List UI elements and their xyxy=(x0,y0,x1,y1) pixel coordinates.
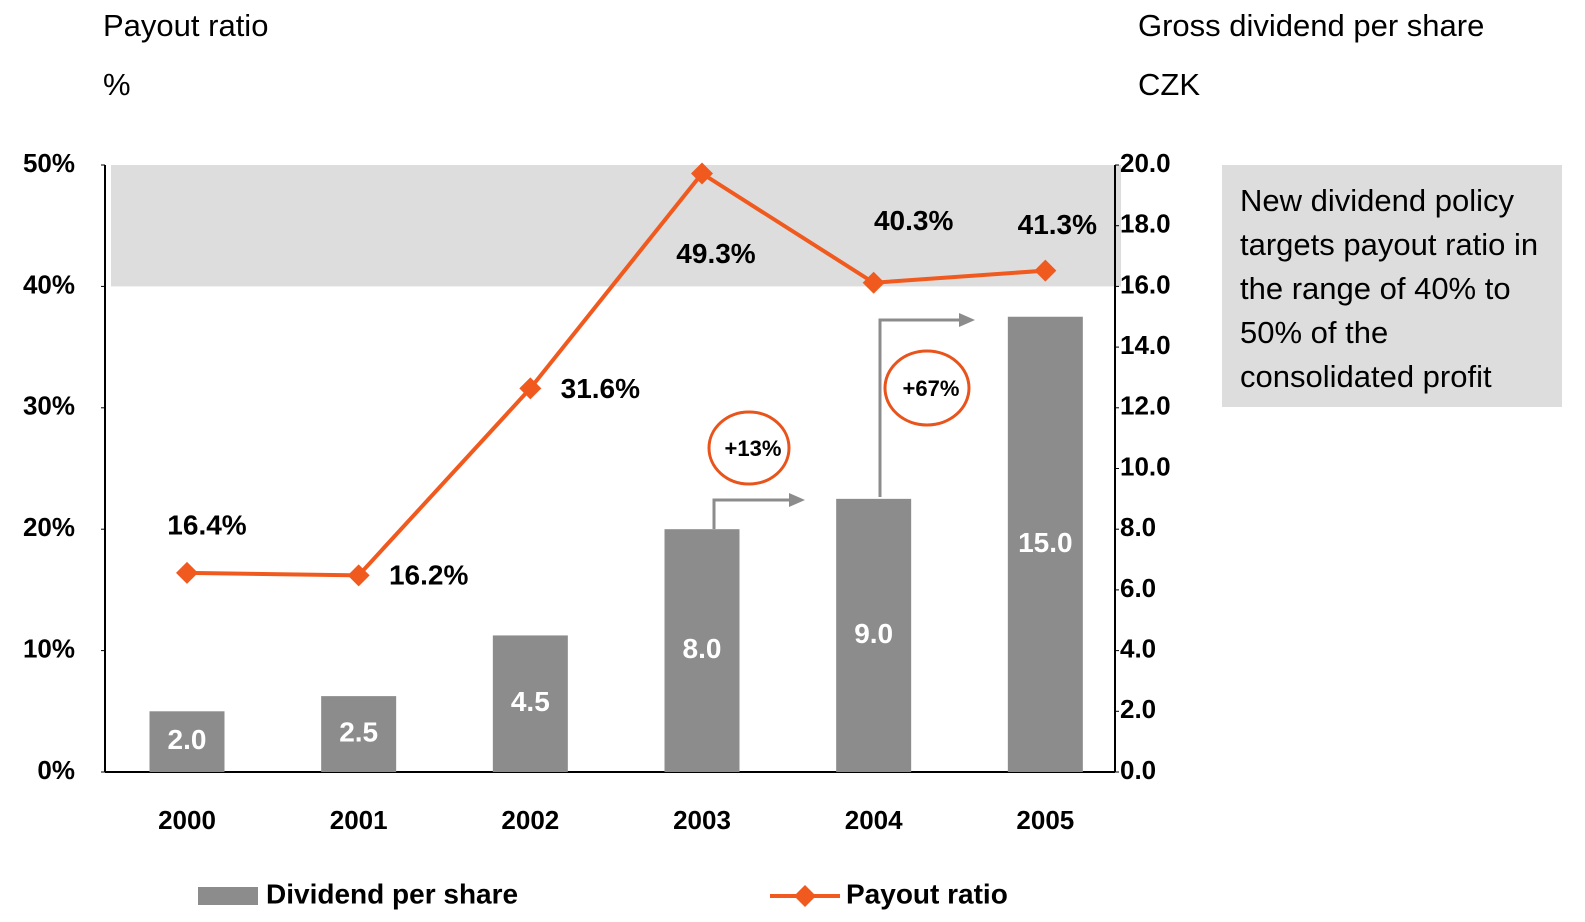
y-tick-label: 40% xyxy=(23,269,75,299)
y2-unit: CZK xyxy=(1138,67,1200,102)
target-band xyxy=(111,165,1121,287)
growth-circle xyxy=(883,349,971,427)
policy-note: New dividend policy targets payout ratio… xyxy=(1222,165,1562,407)
growth-arrow xyxy=(712,498,791,529)
line-label: 40.3% xyxy=(874,205,953,236)
y2-tick-label: 14.0 xyxy=(1120,330,1171,360)
y2-tick-label: 18.0 xyxy=(1120,209,1171,239)
growth-arrow xyxy=(878,318,961,497)
y-unit: % xyxy=(103,67,131,102)
growth-circle xyxy=(707,410,791,486)
y-tick-label: 10% xyxy=(23,633,75,663)
y2-tick-label: 2.0 xyxy=(1120,694,1156,724)
y2-tick-label: 12.0 xyxy=(1120,391,1171,421)
y2-title: Gross dividend per share xyxy=(1138,8,1484,43)
y-tick-label: 20% xyxy=(23,512,75,542)
legend-swatch xyxy=(198,887,258,905)
line-label: 16.4% xyxy=(167,509,246,540)
y2-tick-label: 8.0 xyxy=(1120,512,1156,542)
x-tick-label: 2001 xyxy=(330,805,388,835)
y2-tick-label: 4.0 xyxy=(1120,633,1156,663)
bar-label: 2.5 xyxy=(339,716,378,747)
marker xyxy=(691,162,713,185)
x-tick-label: 2003 xyxy=(673,805,731,835)
y2-tick-label: 10.0 xyxy=(1120,451,1171,481)
y-tick-label: 0% xyxy=(37,755,75,785)
marker xyxy=(519,377,542,400)
bar-label: 15.0 xyxy=(1018,527,1073,558)
bar xyxy=(664,529,740,772)
x-tick-label: 2002 xyxy=(501,805,559,835)
marker xyxy=(347,564,370,587)
growth-label: +67% xyxy=(903,376,960,401)
bar xyxy=(321,696,397,772)
marker xyxy=(176,561,198,584)
line-label: 41.3% xyxy=(1018,209,1097,240)
bar-label: 9.0 xyxy=(854,618,893,649)
arrow-head xyxy=(789,493,805,507)
bar xyxy=(1007,316,1083,772)
line-label: 16.2% xyxy=(389,560,468,591)
legend-label: Dividend per share xyxy=(266,878,518,909)
line-label: 49.3% xyxy=(676,238,755,269)
arrow-head xyxy=(959,313,975,327)
x-tick-label: 2004 xyxy=(845,805,903,835)
bar-label: 4.5 xyxy=(511,686,550,717)
bar xyxy=(836,498,912,772)
growth-label: +13% xyxy=(725,436,782,461)
bar-label: 8.0 xyxy=(683,633,722,664)
x-tick-label: 2000 xyxy=(158,805,216,835)
bar xyxy=(149,711,225,772)
marker xyxy=(862,271,885,294)
legend-marker xyxy=(794,885,816,907)
legend-label: Payout ratio xyxy=(846,878,1008,909)
y2-tick-label: 20.0 xyxy=(1120,148,1171,178)
line-label: 31.6% xyxy=(561,373,640,404)
x-tick-label: 2005 xyxy=(1016,805,1074,835)
y2-tick-label: 0.0 xyxy=(1120,755,1156,785)
payout-line xyxy=(186,170,1046,578)
marker xyxy=(1034,259,1057,282)
y2-tick-label: 6.0 xyxy=(1120,573,1156,603)
y-tick-label: 30% xyxy=(23,391,75,421)
y2-tick-label: 16.0 xyxy=(1120,269,1171,299)
bar xyxy=(492,635,568,772)
y-title: Payout ratio xyxy=(103,8,268,43)
bar-label: 2.0 xyxy=(168,724,207,755)
y-tick-label: 50% xyxy=(23,148,75,178)
